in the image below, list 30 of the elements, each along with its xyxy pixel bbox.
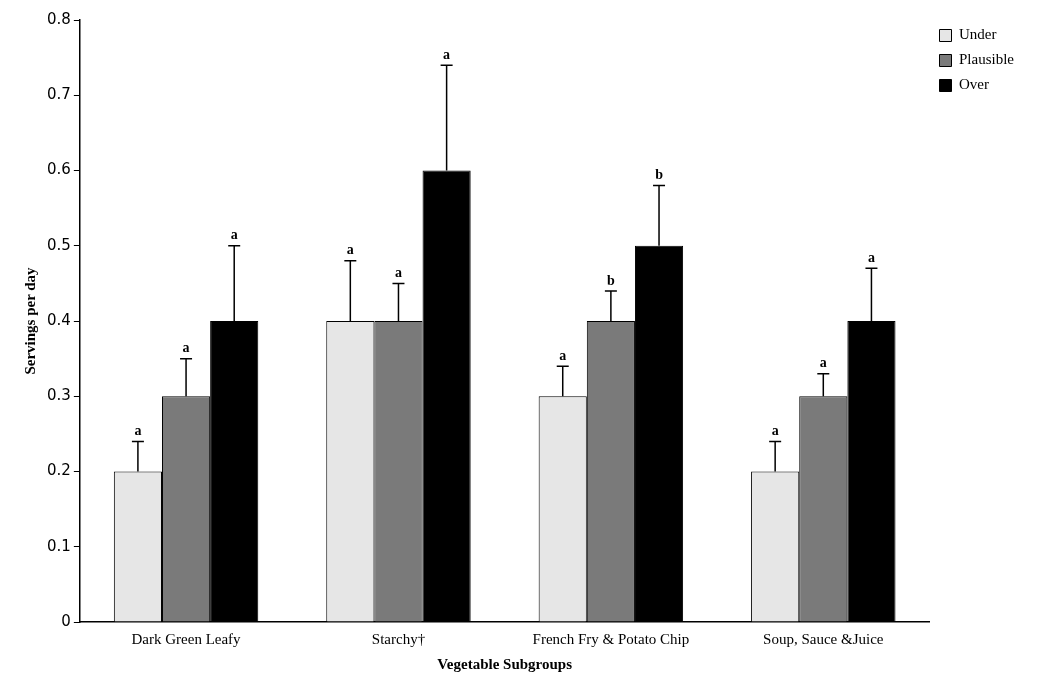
- y-tick-label: 0.2: [47, 461, 71, 480]
- y-tick-label: 0.7: [47, 85, 71, 104]
- annotation: a: [771, 423, 779, 439]
- y-tick-label: 0.3: [47, 386, 71, 405]
- annotation: a: [819, 355, 827, 371]
- legend-label: Plausible: [959, 51, 1015, 68]
- annotation: a: [394, 264, 402, 280]
- y-tick-label: 0.4: [47, 310, 71, 329]
- annotation: a: [134, 423, 142, 439]
- annotation: a: [443, 46, 451, 62]
- y-tick-label: 0.8: [47, 9, 71, 28]
- annotation: a: [867, 249, 875, 265]
- x-tick-label: French Fry & Potato Chip: [532, 630, 690, 647]
- annotation: a: [182, 340, 190, 356]
- y-axis-title: Servings per day: [21, 266, 38, 375]
- legend-label: Under: [959, 26, 997, 43]
- x-tick-label: Dark Green Leafy: [131, 630, 242, 647]
- x-axis-title: Vegetable Subgroups: [437, 655, 573, 672]
- legend-label: Over: [959, 76, 989, 93]
- annotation: a: [230, 227, 238, 243]
- annotation: b: [655, 167, 664, 183]
- y-tick-label: 0: [61, 611, 71, 630]
- y-tick-label: 0.1: [47, 536, 71, 555]
- y-tick-label: 0.6: [47, 160, 71, 179]
- annotation: a: [559, 347, 567, 363]
- y-tick-label: 0.5: [47, 235, 71, 254]
- x-tick-label: Starchy†: [371, 630, 426, 647]
- annotation: a: [346, 242, 354, 258]
- annotation: b: [606, 272, 615, 288]
- x-tick-label: Soup, Sauce &Juice: [763, 630, 884, 647]
